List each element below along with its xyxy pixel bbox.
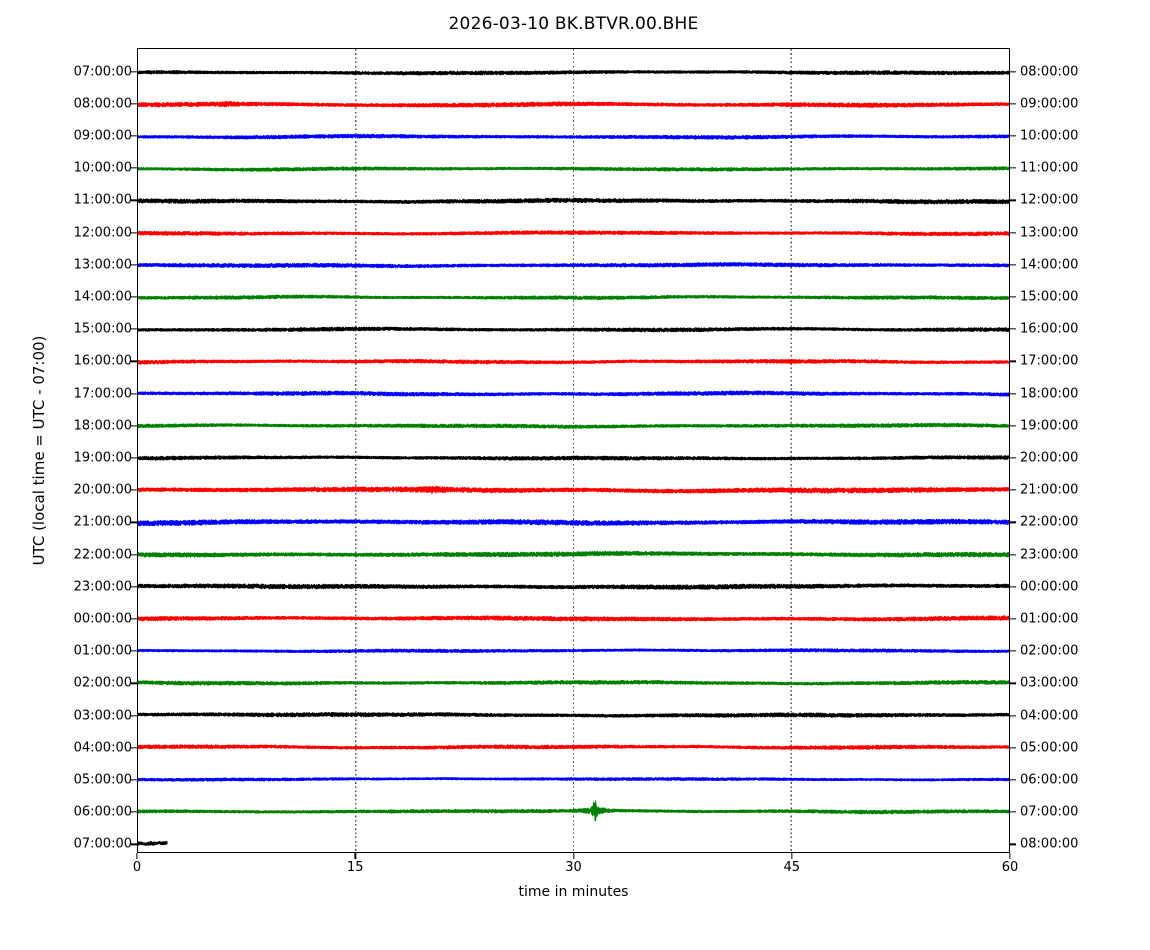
y-tick-label-right: 04:00:00 — [1020, 708, 1079, 724]
y-tick-label-right: 22:00:00 — [1020, 514, 1079, 530]
y-tick-label-right: 21:00:00 — [1020, 482, 1079, 498]
page-title: 2026-03-10 BK.BTVR.00.BHE — [448, 14, 699, 34]
x-tick-label: 0 — [132, 860, 142, 875]
y-tick-mark-right — [1010, 779, 1016, 781]
y-tick-label-left: 14:00:00 — [73, 289, 132, 305]
y-tick-mark-right — [1010, 618, 1016, 620]
y-tick-mark-right — [1010, 553, 1016, 556]
y-tick-label-left: 09:00:00 — [73, 128, 132, 144]
y-tick-mark-right — [1010, 811, 1016, 813]
y-tick-mark-right — [1010, 392, 1016, 395]
y-tick-label-right: 11:00:00 — [1020, 160, 1079, 176]
y-tick-mark-right — [1010, 425, 1016, 427]
x-tick-mark — [136, 853, 138, 859]
plot-axes — [137, 48, 1010, 853]
y-tick-label-right: 01:00:00 — [1020, 611, 1079, 627]
y-tick-mark-right — [1010, 231, 1016, 234]
y-tick-label-right: 07:00:00 — [1020, 804, 1079, 820]
y-tick-label-right: 08:00:00 — [1020, 836, 1079, 852]
y-tick-mark-right — [1010, 199, 1016, 202]
x-tick-mark — [572, 853, 575, 859]
y-tick-label-left: 08:00:00 — [73, 96, 132, 112]
y-tick-label-right: 23:00:00 — [1020, 547, 1079, 563]
y-tick-label-right: 15:00:00 — [1020, 289, 1079, 305]
y-tick-mark-right — [1010, 328, 1016, 330]
y-tick-label-right: 00:00:00 — [1020, 579, 1079, 595]
y-tick-label-right: 03:00:00 — [1020, 675, 1079, 691]
y-tick-label-right: 18:00:00 — [1020, 386, 1079, 402]
plot-area — [138, 49, 1009, 852]
y-tick-label-left: 16:00:00 — [73, 353, 132, 369]
y-tick-label-right: 14:00:00 — [1020, 257, 1079, 273]
x-tick-label: 15 — [346, 860, 364, 875]
y-tick-mark-right — [1010, 70, 1016, 73]
y-tick-label-left: 20:00:00 — [73, 482, 132, 498]
y-tick-label-left: 10:00:00 — [73, 160, 132, 176]
y-tick-mark-right — [1010, 682, 1016, 685]
y-tick-mark-right — [1010, 586, 1016, 588]
y-tick-label-left: 17:00:00 — [73, 386, 132, 402]
y-tick-mark-right — [1010, 489, 1016, 491]
y-tick-mark-right — [1010, 650, 1016, 652]
y-tick-label-left: 04:00:00 — [73, 740, 132, 756]
y-tick-mark-right — [1010, 843, 1016, 846]
y-tick-label-left: 06:00:00 — [73, 804, 132, 820]
x-tick-mark — [1009, 853, 1011, 859]
y-tick-mark-right — [1010, 167, 1016, 169]
y-tick-label-right: 10:00:00 — [1020, 128, 1079, 144]
y-tick-mark-right — [1010, 360, 1016, 363]
y-tick-label-left: 19:00:00 — [73, 450, 132, 466]
y-tick-mark-right — [1010, 135, 1016, 137]
y-tick-label-right: 16:00:00 — [1020, 321, 1079, 337]
y-tick-label-left: 13:00:00 — [73, 257, 132, 273]
y-tick-label-left: 15:00:00 — [73, 321, 132, 337]
y-tick-label-right: 17:00:00 — [1020, 353, 1079, 369]
y-tick-label-left: 07:00:00 — [73, 64, 132, 80]
y-axis-label: UTC (local time = UTC - 07:00) — [30, 335, 48, 566]
y-tick-label-right: 19:00:00 — [1020, 418, 1079, 434]
y-tick-label-left: 11:00:00 — [73, 192, 132, 208]
y-tick-label-right: 06:00:00 — [1020, 772, 1079, 788]
y-tick-mark-right — [1010, 264, 1016, 266]
y-tick-label-left: 21:00:00 — [73, 514, 132, 530]
x-tick-label: 60 — [1001, 860, 1019, 875]
y-tick-label-left: 18:00:00 — [73, 418, 132, 434]
y-tick-label-right: 13:00:00 — [1020, 225, 1079, 241]
y-tick-label-left: 02:00:00 — [73, 675, 132, 691]
x-tick-label: 30 — [565, 860, 582, 875]
y-tick-label-left: 12:00:00 — [73, 225, 132, 241]
x-tick-label: 45 — [783, 860, 801, 875]
y-tick-mark-right — [1010, 457, 1016, 459]
y-tick-label-left: 01:00:00 — [73, 643, 132, 659]
y-tick-mark-right — [1010, 296, 1016, 298]
y-tick-label-left: 22:00:00 — [73, 547, 132, 563]
y-tick-label-left: 23:00:00 — [73, 579, 132, 595]
y-tick-mark-right — [1010, 103, 1016, 105]
y-tick-label-right: 12:00:00 — [1020, 192, 1079, 208]
y-tick-label-left: 03:00:00 — [73, 708, 132, 724]
y-tick-label-right: 09:00:00 — [1020, 96, 1079, 112]
seismogram-traces — [138, 69, 1009, 846]
y-tick-mark-right — [1010, 714, 1016, 717]
x-tick-mark — [791, 853, 793, 859]
y-tick-label-right: 08:00:00 — [1020, 64, 1079, 80]
y-tick-label-left: 07:00:00 — [73, 836, 132, 852]
y-tick-label-right: 20:00:00 — [1020, 450, 1079, 466]
y-tick-label-left: 00:00:00 — [73, 611, 132, 627]
y-tick-label-right: 05:00:00 — [1020, 740, 1079, 756]
y-tick-mark-right — [1010, 521, 1016, 524]
y-tick-mark-right — [1010, 747, 1016, 749]
x-axis-label: time in minutes — [518, 884, 629, 900]
x-tick-mark — [354, 853, 356, 859]
y-tick-label-right: 02:00:00 — [1020, 643, 1079, 659]
y-tick-label-left: 05:00:00 — [73, 772, 132, 788]
